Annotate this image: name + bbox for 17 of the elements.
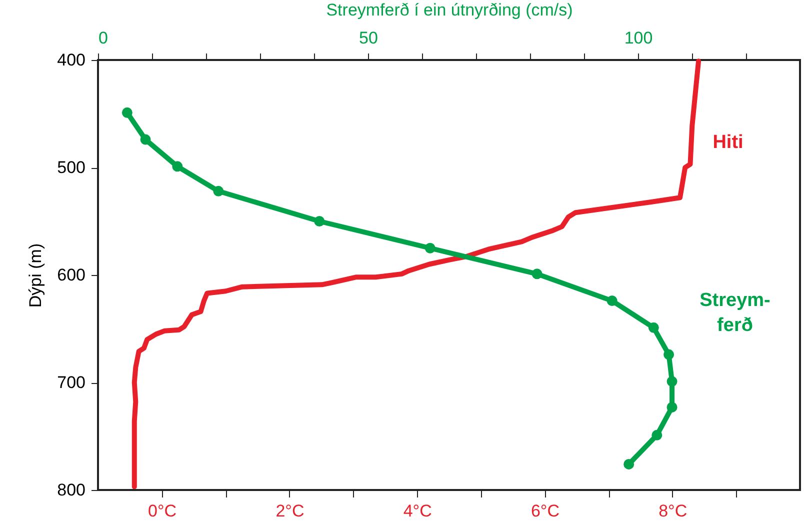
y-tick-label: 600	[57, 266, 86, 284]
x-tick-label: 6°C	[530, 502, 560, 520]
series-label: Streym- ferð	[700, 290, 770, 336]
x-tick-label: 4°C	[403, 502, 432, 520]
x-tick-label: 8°C	[658, 502, 688, 520]
y-tick-label: 800	[57, 480, 86, 500]
x2-tick-label: 100	[624, 28, 653, 48]
x-tick-label: 2°C	[276, 502, 304, 520]
y-axis-title: Dýpi (m)	[26, 243, 46, 308]
y-tick-label: 500	[57, 158, 86, 177]
series-label: Hiti	[712, 132, 744, 153]
y-tick-label: 400	[57, 50, 86, 70]
x2-tick-label: 0	[98, 28, 108, 48]
y-tick-label: 700	[57, 373, 86, 392]
x2-axis-title: Streymferð í ein útnyrðing (cm/s)	[326, 0, 573, 20]
x2-tick-label: 50	[359, 28, 378, 48]
x-tick-label: 0°C	[148, 502, 177, 520]
